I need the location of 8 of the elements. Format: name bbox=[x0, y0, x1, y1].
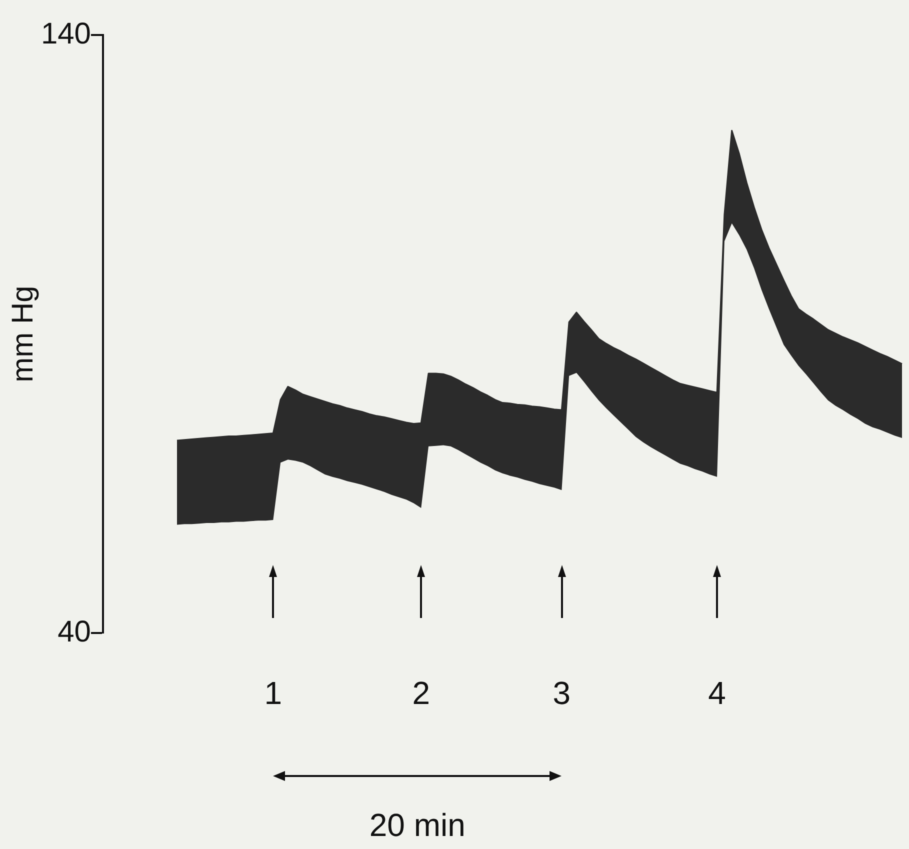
text: 2 bbox=[412, 675, 430, 711]
text: 4 bbox=[708, 675, 726, 711]
text: 3 bbox=[552, 675, 571, 711]
text: 1 bbox=[264, 675, 282, 711]
y-axis-title: mm Hg bbox=[6, 286, 40, 382]
y-tick-label: 140 bbox=[40, 17, 91, 50]
y-tick-label: 40 bbox=[58, 615, 91, 648]
x-axis-title: 20 min bbox=[369, 807, 466, 843]
